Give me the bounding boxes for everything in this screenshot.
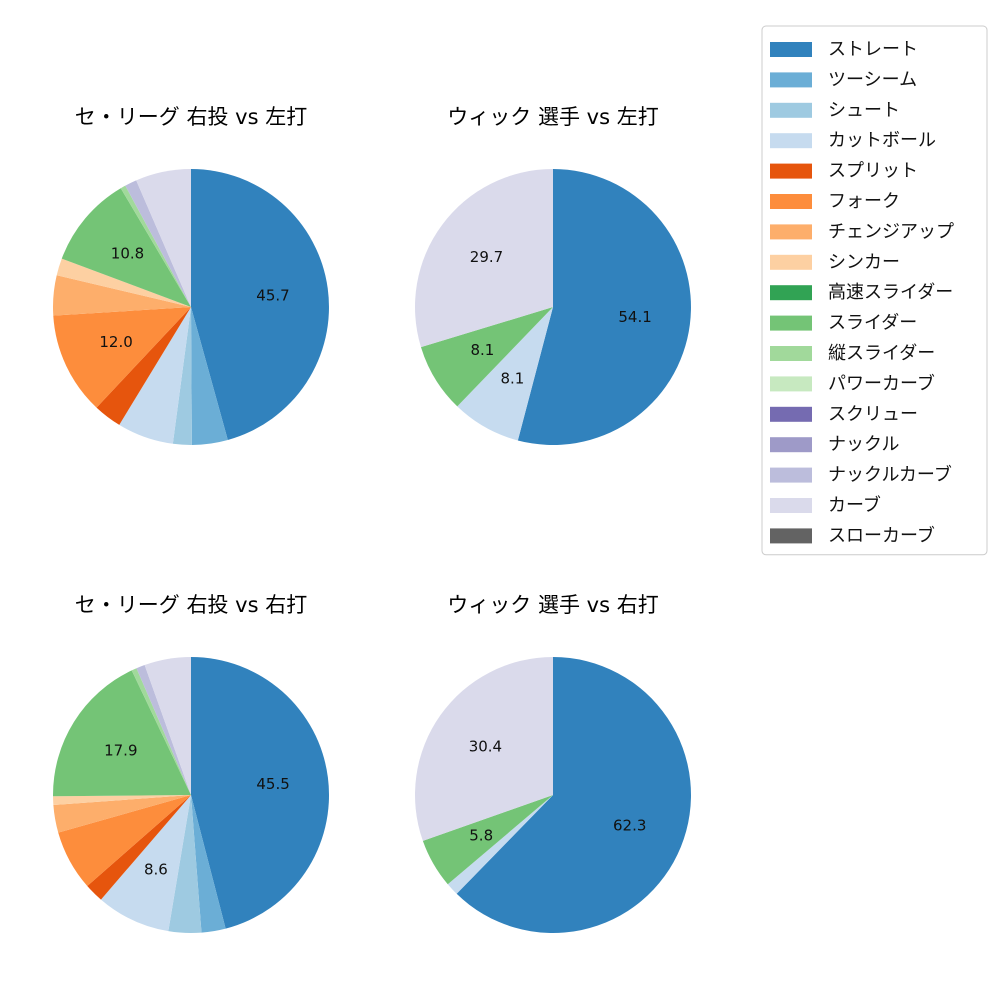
- pie-slice: [125, 180, 191, 307]
- legend-swatch: [770, 163, 812, 179]
- pie-slice: [456, 657, 691, 933]
- legend-swatch: [770, 467, 812, 483]
- legend-swatch: [770, 42, 812, 57]
- legend-swatch: [770, 528, 812, 544]
- legend-swatch: [770, 285, 812, 301]
- legend-entry: スライダー: [828, 313, 917, 334]
- legend-swatch: [770, 133, 812, 149]
- slice-value-label: 45.7: [256, 286, 289, 304]
- pie-slice: [414, 169, 553, 348]
- pie-slice: [131, 668, 191, 795]
- legend-entry: ナックル: [828, 434, 899, 455]
- pie-slice: [53, 795, 192, 806]
- pie-slice: [61, 188, 192, 307]
- pie-title: セ・リーグ 右投 vs 左打: [75, 105, 307, 129]
- slice-value-label: 5.8: [469, 827, 493, 845]
- legend-swatch: [770, 102, 812, 118]
- pie-slice: [100, 795, 191, 932]
- legend-entry: スプリット: [828, 161, 918, 182]
- legend-swatch: [770, 194, 812, 209]
- pie-slice: [53, 670, 191, 797]
- legend-swatch: [770, 315, 812, 331]
- pie-chart-2: ウィック 選手 vs 左打 54.1 8.1 8.1 29.7: [414, 105, 691, 445]
- pie-slice: [53, 307, 191, 408]
- slice-value-label: 62.3: [613, 817, 646, 835]
- slice-value-label: 8.1: [470, 341, 494, 359]
- pie-slice: [96, 307, 191, 425]
- slice-value-label: 8.6: [144, 861, 168, 879]
- slice-value-label: 10.8: [111, 244, 144, 262]
- pie-slice: [87, 795, 191, 900]
- pie-slice: [119, 307, 191, 444]
- pie-slice: [144, 657, 191, 795]
- legend: ストレートツーシームシュートカットボールスプリットフォークチェンジアップシンカー…: [761, 25, 988, 556]
- pie-slice: [447, 795, 553, 894]
- legend-entry: シュート: [828, 100, 900, 121]
- pie-slice: [415, 657, 553, 841]
- legend-entry: ストレート: [828, 39, 918, 60]
- pie-slice: [191, 169, 329, 440]
- legend-frame: [761, 25, 988, 556]
- pie-title: ウィック 選手 vs 左打: [447, 105, 658, 129]
- pie-slice: [172, 307, 192, 446]
- pie-slice: [191, 307, 228, 445]
- slice-value-label: 29.7: [470, 248, 503, 266]
- pie-slice: [422, 795, 553, 885]
- pie-slice: [457, 307, 553, 441]
- pie-slice: [53, 795, 192, 833]
- legend-entry: パワーカーブ: [828, 372, 935, 394]
- legend-entry: チェンジアップ: [828, 221, 954, 242]
- legend-entry: フォーク: [828, 191, 900, 212]
- pie-slice: [56, 258, 192, 307]
- pie-chart-4: ウィック 選手 vs 右打 62.3 5.8 30.4: [415, 593, 691, 933]
- legend-entry: スクリュー: [828, 404, 918, 425]
- pie-slice: [52, 275, 192, 316]
- slice-value-label: 17.9: [104, 742, 137, 760]
- legend-entry: カットボール: [828, 130, 936, 151]
- legend-entry: カーブ: [828, 494, 881, 516]
- legend-swatch: [770, 72, 812, 88]
- legend-entry: スローカーブ: [828, 524, 935, 546]
- pie-slice: [420, 307, 553, 407]
- slice-value-label: 8.1: [500, 370, 524, 388]
- pie-slice: [191, 795, 226, 933]
- pie-slice: [136, 665, 191, 795]
- pie-title: ウィック 選手 vs 右打: [447, 593, 658, 617]
- legend-entry: シンカー: [828, 252, 900, 273]
- pie-slice: [58, 795, 192, 887]
- legend-swatch: [770, 346, 812, 361]
- legend-swatch: [770, 437, 812, 453]
- pie-chart-3: セ・リーグ 右投 vs 右打 45.5 8.6 17.9: [53, 593, 330, 934]
- pie-charts: セ・リーグ 右投 vs 左打 45.7 12.0 10.8 ウィック 選手 vs 左打 5…: [52, 105, 691, 934]
- slice-value-label: 30.4: [469, 738, 502, 756]
- legend-swatch: [770, 224, 812, 240]
- legend-entry: ナックルカーブ: [828, 464, 952, 486]
- legend-swatch: [770, 254, 812, 270]
- pie-slice: [191, 657, 330, 929]
- pie-title: セ・リーグ 右投 vs 右打: [75, 593, 307, 617]
- pie-chart-1: セ・リーグ 右投 vs 左打 45.7 12.0 10.8: [52, 105, 329, 446]
- slice-value-label: 54.1: [618, 308, 651, 326]
- legend-entry: ツーシーム: [828, 69, 917, 90]
- legend-entry: 高速スライダー: [828, 282, 953, 303]
- legend-swatch: [770, 406, 812, 422]
- pie-slice: [120, 185, 191, 307]
- legend-swatch: [770, 498, 812, 513]
- pie-slice: [517, 169, 691, 445]
- slice-value-label: 12.0: [99, 333, 132, 351]
- slice-value-label: 45.5: [256, 775, 289, 793]
- legend-entry: 縦スライダー: [828, 343, 935, 364]
- pie-slice: [168, 795, 202, 934]
- pie-slice: [136, 168, 191, 307]
- legend-swatch: [770, 376, 812, 392]
